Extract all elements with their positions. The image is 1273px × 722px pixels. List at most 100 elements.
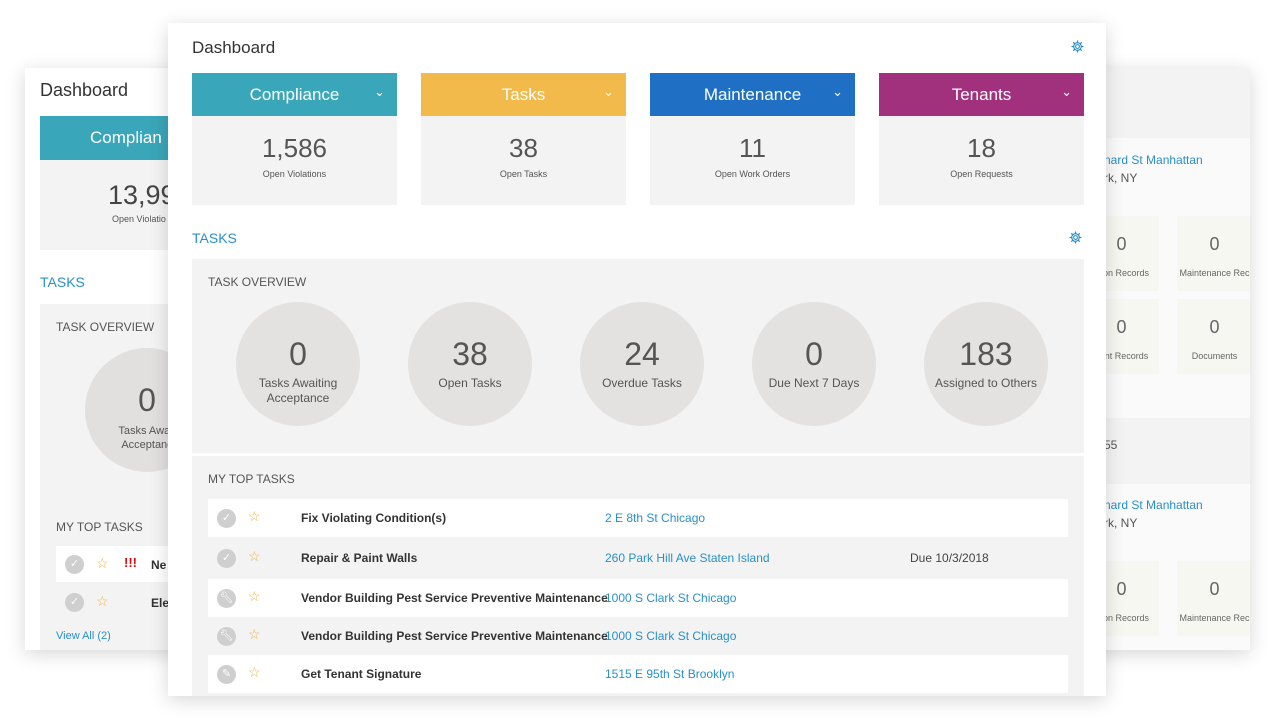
assigned-to-others-circle[interactable]: 183 Assigned to Others — [924, 302, 1048, 426]
stat-cell[interactable]: 0 Maintenance Rec — [1177, 561, 1250, 636]
task-name: Vendor Building Pest Service Preventive … — [301, 591, 608, 605]
star-icon[interactable]: ☆ — [248, 508, 261, 524]
task-row[interactable]: ✎ ☆ Get Tenant Signature 1515 E 95th St … — [208, 655, 1068, 693]
card-label: Tasks — [501, 85, 546, 104]
star-icon[interactable]: ☆ — [248, 548, 261, 564]
circle-value: 0 — [138, 382, 156, 418]
tasks-heading[interactable]: TASKS — [192, 230, 237, 246]
chevron-down-icon[interactable]: ⌄ — [832, 84, 843, 99]
chevron-down-icon[interactable]: ⌄ — [603, 84, 614, 99]
stat-cell[interactable]: 0 Documents — [1177, 299, 1250, 374]
view-all-link[interactable]: View All (2) — [56, 630, 111, 642]
chevron-down-icon[interactable]: ⌄ — [374, 84, 385, 99]
task-address-link[interactable]: 260 Park Hill Ave Staten Island — [605, 551, 770, 565]
task-row[interactable]: 🔧︎ ☆ Vendor Building Pest Service Preven… — [208, 579, 1068, 617]
task-name: Get Tenant Signature — [301, 667, 422, 681]
compliance-card-header[interactable]: Compliance ⌄ — [192, 73, 397, 116]
star-icon[interactable]: ☆ — [96, 593, 109, 609]
pen-icon[interactable]: ✎ — [217, 665, 236, 684]
circle-value: 24 — [624, 336, 660, 372]
task-due-date: Due 10/3/2018 — [910, 551, 989, 565]
wrench-icon[interactable]: 🔧︎ — [217, 589, 236, 608]
due-next-7-days-circle[interactable]: 0 Due Next 7 Days — [752, 302, 876, 426]
my-top-tasks-label: MY TOP TASKS — [208, 472, 295, 486]
circle-label: Tasks Awaiting Acceptance — [258, 376, 338, 405]
task-overview-label: TASK OVERVIEW — [56, 320, 155, 334]
check-icon[interactable]: ✓ — [217, 509, 236, 528]
task-address-link[interactable]: 1515 E 95th St Brooklyn — [605, 667, 735, 681]
background-dashboard-right: nard St Manhattan rk, NY 0 ction Records … — [1080, 68, 1250, 650]
card-header-text: 55 — [1104, 438, 1118, 452]
property-address-link[interactable]: nard St Manhattan — [1104, 498, 1203, 512]
cell-label: dent Records — [1094, 351, 1149, 361]
stat-value: 1,586 — [261, 133, 328, 163]
star-icon[interactable]: ☆ — [248, 588, 261, 604]
star-icon[interactable]: ☆ — [248, 626, 261, 642]
check-icon[interactable]: ✓ — [65, 593, 84, 612]
page-title: Dashboard — [40, 80, 129, 100]
stat-cell[interactable]: 0 Maintenance Rec — [1177, 216, 1250, 291]
settings-gear-icon[interactable] — [1071, 40, 1084, 53]
tenants-card-header[interactable]: Tenants ⌄ — [879, 73, 1084, 116]
cell-value: 0 — [1116, 579, 1127, 599]
cell-label: ction Records — [1093, 613, 1150, 623]
circle-value: 0 — [805, 336, 823, 372]
stat-label: Open Work Orders — [714, 169, 791, 179]
task-address-link[interactable]: 1000 S Clark St Chicago — [605, 629, 737, 643]
check-icon[interactable]: ✓ — [217, 549, 236, 568]
tasks-settings-gear-icon[interactable] — [1069, 231, 1082, 244]
tasks-card-body: 38 Open Tasks — [421, 116, 626, 205]
property-address-link[interactable]: nard St Manhattan — [1104, 153, 1203, 167]
task-row[interactable]: ✓ ☆ Fix Violating Condition(s) 2 E 8th S… — [208, 499, 1068, 537]
my-top-tasks-label: MY TOP TASKS — [56, 520, 143, 534]
tasks-heading[interactable]: TASKS — [40, 274, 85, 290]
task-row[interactable]: 🔧︎ ☆ Vendor Building Pest Service Preven… — [208, 617, 1068, 655]
card-header — [1080, 68, 1250, 138]
cell-label: Maintenance Rec — [1179, 268, 1250, 278]
circle-label: Tasks Await Acceptanc — [118, 425, 176, 451]
card-label: Compliance — [249, 85, 340, 104]
cell-value: 0 — [1116, 234, 1127, 254]
star-icon[interactable]: ☆ — [248, 664, 261, 680]
cell-value: 0 — [1209, 234, 1220, 254]
task-row[interactable]: ✓ ☆ Repair & Paint Walls 260 Park Hill A… — [208, 539, 1068, 577]
stat-value: 11 — [739, 133, 766, 163]
circle-label: Overdue Tasks — [602, 376, 682, 390]
stat-label: Open Requests — [950, 169, 1013, 179]
maintenance-card-header[interactable]: Maintenance ⌄ — [650, 73, 855, 116]
task-overview: TASK OVERVIEW 0 Tasks Awaiting Acceptance… — [192, 259, 1084, 453]
stat-value: 18 — [967, 133, 996, 163]
cell-label: Documents — [1191, 351, 1238, 361]
circle-label: Open Tasks — [438, 376, 502, 390]
tasks-card-header[interactable]: Tasks ⌄ — [421, 73, 626, 116]
compliance-card-body: 1,586 Open Violations — [192, 116, 397, 205]
cell-value: 0 — [1209, 317, 1220, 337]
stat-label: Open Violations — [262, 169, 327, 179]
card-label: Maintenance — [703, 85, 802, 104]
page-title: Dashboard — [192, 38, 276, 57]
task-name: Ne — [151, 558, 167, 572]
compliance-card-label: Complian — [90, 128, 162, 147]
property-city: rk, NY — [1104, 171, 1138, 185]
stat-value: 13,99 — [108, 180, 176, 210]
circle-value: 183 — [959, 336, 1013, 372]
check-icon[interactable]: ✓ — [65, 555, 84, 574]
tasks-awaiting-acceptance-circle[interactable]: 0 Tasks Awaiting Acceptance — [236, 302, 360, 426]
wrench-icon[interactable]: 🔧︎ — [217, 627, 236, 646]
tenants-card-body: 18 Open Requests — [879, 116, 1084, 205]
open-tasks-circle[interactable]: 38 Open Tasks — [408, 302, 532, 426]
star-icon[interactable]: ☆ — [96, 555, 109, 571]
task-name: Repair & Paint Walls — [301, 551, 418, 565]
maintenance-card-body: 11 Open Work Orders — [650, 116, 855, 205]
cell-label: Maintenance Rec — [1179, 613, 1250, 623]
stat-label: Open Tasks — [499, 169, 548, 179]
task-address-link[interactable]: 2 E 8th St Chicago — [605, 511, 706, 525]
task-overview-label: TASK OVERVIEW — [208, 275, 307, 289]
card-header — [1080, 418, 1250, 484]
main-dashboard: Dashboard Compliance ⌄ 1,586 Open Violatio… — [168, 23, 1106, 696]
task-address-link[interactable]: 1000 S Clark St Chicago — [605, 591, 737, 605]
cell-value: 0 — [1209, 579, 1220, 599]
overdue-tasks-circle[interactable]: 24 Overdue Tasks — [580, 302, 704, 426]
stat-label: Open Violatio — [112, 214, 166, 224]
chevron-down-icon[interactable]: ⌄ — [1061, 84, 1072, 99]
